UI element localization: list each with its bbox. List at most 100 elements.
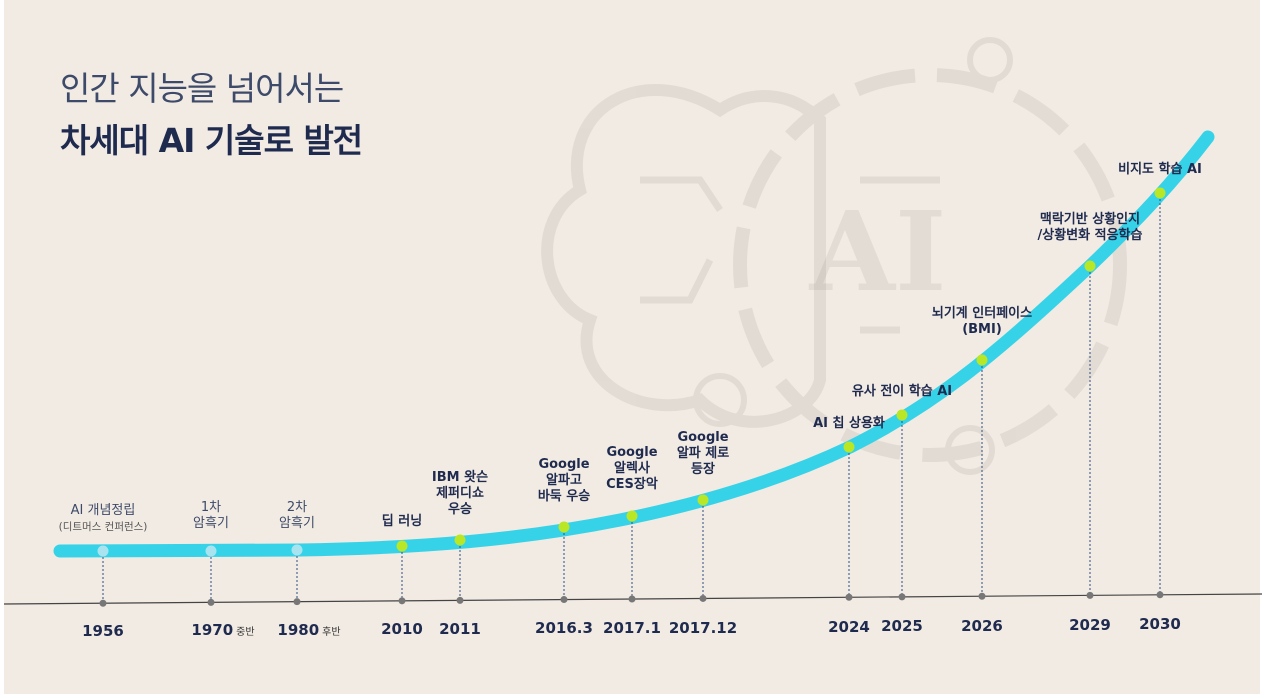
brain-gear-icon (541, 37, 1127, 475)
milestone-label: 뇌기계 인터페이스 (BMI) (932, 306, 1032, 338)
milestone-label-line: 바둑 우승 (537, 489, 591, 504)
milestone-dot (843, 441, 855, 453)
milestone-label-line: 우승 (448, 502, 472, 517)
baseline-tick-dot (99, 599, 107, 607)
milestone-dot (896, 409, 908, 421)
milestone-label-line: 알파고 (546, 473, 582, 488)
milestone-dot (291, 544, 303, 556)
milestone-dot (396, 540, 408, 552)
milestone-year: 2026 (961, 617, 1003, 635)
milestone-dot (558, 521, 570, 533)
milestone-label-line: AI 개념정립 (70, 503, 136, 518)
milestone-label: Google 알파 제로 등장 (677, 430, 729, 478)
milestone-year: 1956 (82, 622, 124, 640)
milestone-label-line: 뇌기계 인터페이스 (931, 306, 1033, 321)
milestone-dot (97, 545, 109, 557)
milestone-sublabel: (디트머스 컨퍼런스) (58, 521, 148, 533)
year-value: 2026 (961, 617, 1003, 635)
year-value: 2024 (828, 618, 870, 636)
baseline-tick-dot (699, 594, 707, 602)
year-value: 1980 (277, 621, 320, 639)
baseline-tick-dot (978, 592, 986, 600)
milestone-dot (626, 510, 638, 522)
milestone-year: 2029 (1069, 616, 1111, 634)
milestone-label-line: IBM 왓슨 (431, 470, 489, 485)
milestone-dot (1154, 187, 1166, 199)
milestone-dot (697, 494, 709, 506)
year-value: 2010 (381, 620, 423, 638)
year-value: 1956 (82, 622, 124, 640)
milestone-dot (976, 354, 988, 366)
milestone-label-line: 비지도 학습 AI (1118, 162, 1202, 177)
baseline-tick-dot (456, 596, 464, 604)
year-value: 2017.12 (668, 619, 738, 637)
milestone-label: AI 칩 상용화 (813, 416, 885, 432)
milestone-label-line: 딥 러닝 (381, 514, 423, 529)
milestone-label: 2차 암흑기 (279, 500, 315, 532)
milestone-label: 딥 러닝 (382, 514, 422, 530)
baseline-tick-dot (207, 598, 215, 606)
year-value: 1970 (191, 621, 234, 639)
milestone-label: 맥락기반 상황인지/상황변화 적응학습 (1038, 212, 1143, 244)
milestone-year: 2024 (828, 618, 870, 636)
year-suffix: 중반 (236, 627, 255, 638)
milestone-label-line: 2차 (286, 500, 308, 515)
milestone-label-line: AI 칩 상용화 (813, 416, 885, 431)
baseline-tick-dot (1156, 591, 1164, 599)
milestone-dot (1084, 260, 1096, 272)
milestone-label: Google 알렉사 CES장악 (606, 445, 658, 493)
year-suffix: 후반 (322, 627, 341, 638)
milestone-year: 1980 후반 (277, 621, 340, 639)
year-value: 2030 (1139, 615, 1181, 633)
milestone-year: 2010 (381, 620, 423, 638)
milestone-label: IBM 왓슨 제퍼디쇼 우승 (432, 470, 488, 518)
baseline-tick-dot (293, 598, 301, 606)
baseline-tick-dot (845, 593, 853, 601)
milestone-year: 2030 (1139, 615, 1181, 633)
milestone-label-line: Google (538, 457, 590, 472)
milestone-year: 2017.1 (603, 619, 661, 637)
milestone-year: 2016.3 (535, 619, 593, 637)
baseline-tick-dot (560, 596, 568, 604)
milestone-year: 2011 (439, 620, 481, 638)
watermark-ai-text: AI (809, 187, 947, 316)
milestone-label-line: 등장 (691, 462, 715, 477)
year-value: 2017.1 (603, 619, 661, 637)
milestone-label-line: 제퍼디쇼 (436, 486, 484, 501)
baseline-tick-dot (398, 597, 406, 605)
milestone-label-line: 알렉사 (614, 461, 650, 476)
year-value: 2029 (1069, 616, 1111, 634)
milestone-label-line: (BMI) (962, 322, 1002, 337)
year-value: 2016.3 (535, 619, 593, 637)
milestone-label: 유사 전이 학습 AI (852, 384, 952, 400)
milestone-year: 2025 (881, 617, 923, 635)
milestone-dot (205, 545, 217, 557)
milestone-label-line: Google (677, 430, 729, 445)
milestone-label-line: 유사 전이 학습 AI (851, 384, 953, 399)
growth-curve (53, 130, 1215, 558)
year-value: 2025 (881, 617, 923, 635)
title-line-2: 차세대 AI 기술로 발전 (60, 121, 363, 160)
milestone-label-line: 암흑기 (193, 516, 229, 531)
milestone-label-line: Google (606, 445, 658, 460)
baseline-tick-dot (898, 593, 906, 601)
milestone-label-line: /상황변화 적응학습 (1037, 228, 1143, 243)
milestone-label-line: 맥락기반 상황인지 (1039, 212, 1141, 227)
milestone-label: 비지도 학습 AI (1118, 162, 1202, 178)
milestone-label: 1차 암흑기 (193, 500, 229, 532)
milestone-label: AI 개념정립 (디트머스 컨퍼런스) (59, 503, 148, 535)
milestone-year: 1970 중반 (191, 621, 254, 639)
milestone-label-line: 암흑기 (279, 516, 315, 531)
milestone-label-line: 1차 (200, 500, 222, 515)
baseline-tick-dot (628, 595, 636, 603)
milestone-label: Google 알파고 바둑 우승 (538, 457, 590, 505)
title-line-1: 인간 지능을 넘어서는 (60, 69, 344, 108)
milestone-dot (454, 534, 466, 546)
milestone-label-line: 알파 제로 (676, 446, 730, 461)
milestone-year: 2017.12 (669, 619, 737, 637)
milestone-label-line: CES장악 (606, 477, 658, 492)
baseline-tick-dot (1086, 591, 1094, 599)
year-value: 2011 (439, 620, 481, 638)
